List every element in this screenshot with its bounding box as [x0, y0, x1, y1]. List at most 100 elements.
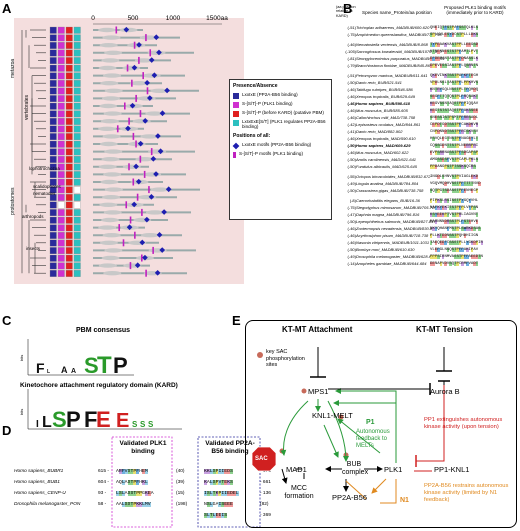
svg-text:S: S [132, 420, 138, 429]
presence-cell [49, 262, 57, 270]
presence-cell [73, 34, 81, 42]
b-row-motif: HSVQLEGTNSTPFNAGEYLT [430, 137, 479, 141]
lxxixe-position [154, 270, 161, 276]
b-row-species: Lepisosteus oculatus_MAD/844-861 [356, 122, 421, 127]
presence-cell [49, 34, 57, 42]
b-row-species: Strongylocentrotus purpuratus_MADBUB/941… [356, 56, 445, 61]
sstp-position [128, 163, 130, 171]
lxxixe-position [146, 95, 153, 101]
presence-cell [65, 232, 73, 239]
plk1-node: PLK1 [384, 465, 403, 474]
kt-attachment-label: KT-MT Attachment [282, 325, 353, 334]
clade-arthropods: arthropods [22, 214, 44, 219]
svg-text:S: S [140, 420, 146, 429]
b-row-motif: CEPDTGDTSSTPFCAKDKVR [430, 123, 479, 127]
b-row-motif: VGQVMQDHVSSTPFTTTTNVD [430, 182, 481, 186]
presence-cell [73, 201, 81, 209]
lxxixe-position [164, 87, 170, 94]
b-row-species: Octopus bimaculoides_MADBUB/832-672 [356, 174, 431, 179]
presence-cell [57, 110, 65, 118]
presence-cell [57, 64, 65, 72]
d-end: (82) [260, 502, 269, 507]
lxxixe-position [139, 239, 146, 246]
presence-cell [57, 26, 65, 34]
b-row-position: (-46) [347, 226, 356, 231]
presence-cell [49, 148, 57, 156]
b-row-species: Homo sapiens_BUB/598-618 [356, 101, 411, 106]
presence-cell [73, 171, 81, 179]
lxxixe-position [136, 42, 142, 48]
panel-label-b: B [343, 1, 353, 16]
lxxixe-position [156, 49, 162, 56]
panel-a-graphic: 0 500 1000 1500aa metazoa vertebrates lo… [10, 15, 228, 277]
presence-cell [49, 216, 57, 224]
sstp-position [128, 117, 130, 125]
presence-cell [49, 87, 57, 95]
presence-cell [49, 201, 57, 209]
presence-cell [57, 254, 65, 262]
b-row-species: Lepeophtheirus salmonis_MADBUB/827-847 [356, 219, 436, 224]
b-row-motif: INGDLSHNVSTPVIAGLEKD [430, 175, 479, 179]
svg-text:E: E [96, 407, 111, 432]
sstp-position [115, 26, 118, 34]
presence-cell [57, 87, 65, 95]
presence-cell [65, 148, 73, 156]
b-row-motif: SPLNVLESYDCSTPLLLDKS [430, 33, 516, 37]
presence-cell [57, 270, 65, 277]
b-row-motif: SEGFTTQTQSTPLFRQSAKT [430, 95, 516, 99]
b-row-motif: NAFKYEKITSTPFPLVFPSN [430, 206, 479, 210]
clade-scalidophores: scalidophores [33, 184, 62, 189]
b-row-species: Xenopus tropicalis_MAD/590-610 [356, 136, 416, 141]
b-row-motif: CNPDNNDTSSTPFRISKVSV [430, 130, 479, 134]
presence-cell [57, 42, 65, 49]
presence-cell [73, 163, 81, 171]
sstp-position [136, 193, 139, 201]
presence-cell [65, 194, 73, 201]
presence-cell [73, 42, 81, 49]
d-plk1-seq: AQLASTPFHKL [116, 480, 148, 485]
n1-label: N1 [400, 497, 409, 504]
sstp-position [142, 72, 144, 80]
b-row-species: Nematostella vectensis_MADBUB/8-868 [356, 42, 428, 47]
presence-cell [49, 102, 57, 110]
presence-cell [65, 171, 73, 179]
presence-cell [73, 232, 81, 239]
lxxixe-position [151, 72, 158, 79]
b-row-species: Acyrthosiphon pisum_MADBUB/718-738 [356, 233, 429, 238]
b-row-position: (-51) [347, 73, 356, 78]
b-row-species: Zootermopsis nevadensis_MADBUB/830-850 [356, 226, 437, 231]
d-pp2a-seq: KKLSPIIEDS [204, 469, 233, 474]
lxxixe-position [125, 125, 131, 132]
b-row-motif: DPEVESSIASTPFLQSRNTN [430, 64, 516, 68]
presence-cell [49, 163, 57, 171]
sac-stop-sign: SAC [255, 456, 268, 462]
lxxixe-position [157, 148, 164, 155]
b-row-motif: CQSSGDNTTSTPLNERRPRI [430, 144, 479, 148]
b-row-position: (-50) [347, 143, 356, 148]
b-row-position: (-50) [347, 80, 356, 85]
lxxixe-position [134, 262, 141, 269]
presence-cell [57, 216, 65, 224]
presence-cell [73, 156, 81, 163]
presence-cell [49, 171, 57, 179]
b-row-motif: KEGVSSNTAQSTPFPIQQAV [430, 102, 516, 106]
presence-cell [65, 239, 73, 247]
svg-text:S: S [84, 353, 99, 378]
kt-tension-label: KT-MT Tension [416, 325, 473, 334]
presence-cell [49, 209, 57, 217]
b-row-species: Danio rerio_BUB/521-541 [356, 80, 402, 85]
sstp-position [139, 155, 142, 163]
presence-cell [49, 72, 57, 80]
svg-text:P: P [66, 407, 81, 432]
b-row-motif: NKYQHANFMSTPLSWRKDSAS [430, 227, 481, 231]
presence-cell [57, 49, 65, 57]
presence-cell [57, 201, 65, 209]
d-species: Homo sapiens_BUB1 [14, 480, 60, 485]
panel-label-c: C [2, 313, 12, 328]
p1-label: P1 [366, 419, 375, 426]
model-diagram: KT-MT Attachment KT-MT Tension key SAC p… [245, 320, 517, 528]
sstp-position [141, 208, 143, 216]
presence-cell [49, 178, 57, 186]
presence-cell [73, 80, 81, 87]
b-row-position: (-42) [347, 122, 356, 127]
